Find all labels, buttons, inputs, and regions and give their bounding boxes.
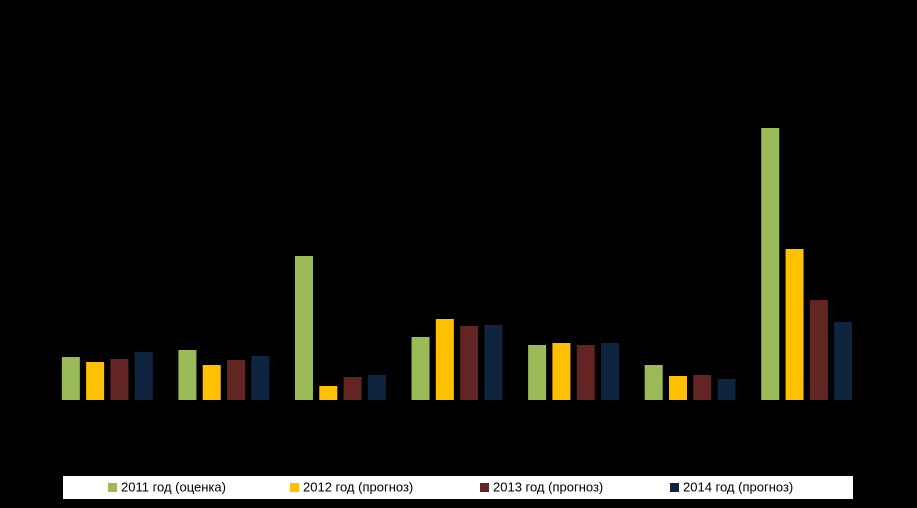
- bar: [134, 352, 153, 400]
- legend-label: 2011 год (оценка): [121, 479, 226, 494]
- legend-box: [63, 476, 853, 499]
- bar: [693, 375, 712, 400]
- legend-swatch: [480, 483, 489, 492]
- bar: [411, 337, 430, 400]
- bar: [251, 356, 270, 400]
- bar: [668, 376, 687, 400]
- legend-swatch: [670, 483, 679, 492]
- legend-swatch: [290, 483, 299, 492]
- bar: [552, 343, 571, 400]
- bar: [761, 128, 780, 400]
- bar: [367, 375, 386, 400]
- bar: [834, 322, 853, 400]
- bar: [601, 343, 620, 400]
- bar: [178, 350, 197, 400]
- bar: [294, 256, 313, 400]
- bar: [460, 326, 479, 400]
- bar: [576, 345, 595, 400]
- bar: [61, 357, 80, 400]
- bar: [484, 325, 503, 400]
- legend-label: 2013 год (прогноз): [493, 479, 603, 494]
- bar: [319, 386, 338, 400]
- bar: [644, 365, 663, 400]
- bar: [809, 300, 828, 400]
- legend-swatch: [108, 483, 117, 492]
- bar: [110, 359, 129, 400]
- bar: [528, 345, 547, 400]
- bar: [785, 249, 804, 400]
- legend-label: 2012 год (прогноз): [303, 479, 413, 494]
- bar: [202, 365, 221, 400]
- bar: [227, 360, 246, 400]
- bar: [717, 379, 736, 400]
- bar: [86, 362, 105, 400]
- bar: [343, 377, 362, 400]
- bar: [435, 319, 454, 400]
- legend-label: 2014 год (прогноз): [683, 479, 793, 494]
